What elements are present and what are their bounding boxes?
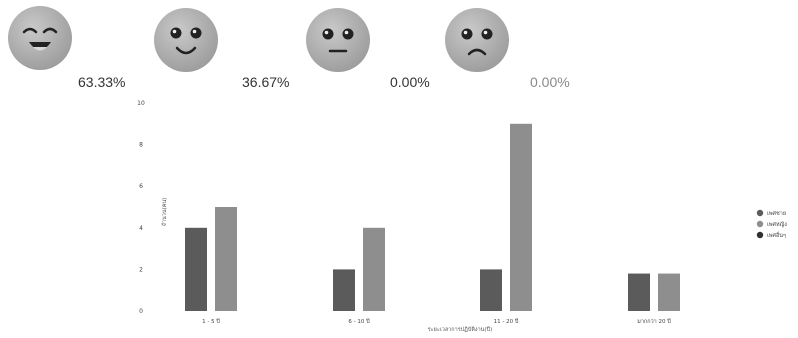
- bar[interactable]: [510, 123, 532, 311]
- y-tick-label: 2: [139, 266, 143, 273]
- sad-percent: 0.00%: [530, 74, 570, 90]
- x-tick-label: มากกว่า 20 ปี: [637, 318, 671, 325]
- bar[interactable]: [658, 273, 680, 311]
- y-tick-label: 10: [137, 100, 145, 107]
- bar[interactable]: [363, 227, 385, 311]
- x-axis-labels: 1 - 5 ปี 6 - 10 ปี 11 - 20 ปี มากกว่า 20 ปี: [202, 318, 671, 325]
- y-tick-label: 8: [139, 142, 143, 149]
- bars: [185, 123, 680, 311]
- bar[interactable]: [215, 207, 237, 311]
- y-tick-label: 0: [139, 308, 143, 315]
- y-axis-ticks: 0 2 4 6 8 10: [137, 100, 145, 315]
- laughing-face-icon: [8, 6, 72, 70]
- smiling-percent: 36.67%: [242, 74, 290, 90]
- x-tick-label: 1 - 5 ปี: [202, 318, 220, 325]
- y-axis-title: จำนวน(คน): [161, 198, 168, 227]
- x-tick-label: 11 - 20 ปี: [494, 318, 519, 325]
- sad-face-icon: [445, 8, 509, 72]
- legend-marker: [756, 231, 764, 239]
- y-tick-label: 4: [139, 225, 143, 232]
- y-tick-label: 6: [139, 183, 143, 190]
- bar[interactable]: [185, 227, 207, 311]
- bar[interactable]: [333, 269, 355, 311]
- legend-marker: [756, 220, 764, 228]
- bar[interactable]: [480, 269, 502, 311]
- legend-marker: [756, 209, 764, 217]
- neutral-face-icon: [306, 8, 370, 72]
- x-axis-title: ระยะเวลาการปฏิบัติงาน(ปี): [428, 326, 492, 333]
- legend-label: เพศอื่นๆ: [767, 231, 786, 239]
- laughing-percent: 63.33%: [78, 74, 126, 90]
- bar[interactable]: [628, 273, 650, 311]
- legend-label: เพศชาย: [767, 210, 786, 217]
- smiling-face-icon: [154, 8, 218, 72]
- x-tick-label: 6 - 10 ปี: [348, 318, 370, 325]
- legend-label: เพศหญิง: [767, 221, 787, 228]
- neutral-percent: 0.00%: [390, 74, 430, 90]
